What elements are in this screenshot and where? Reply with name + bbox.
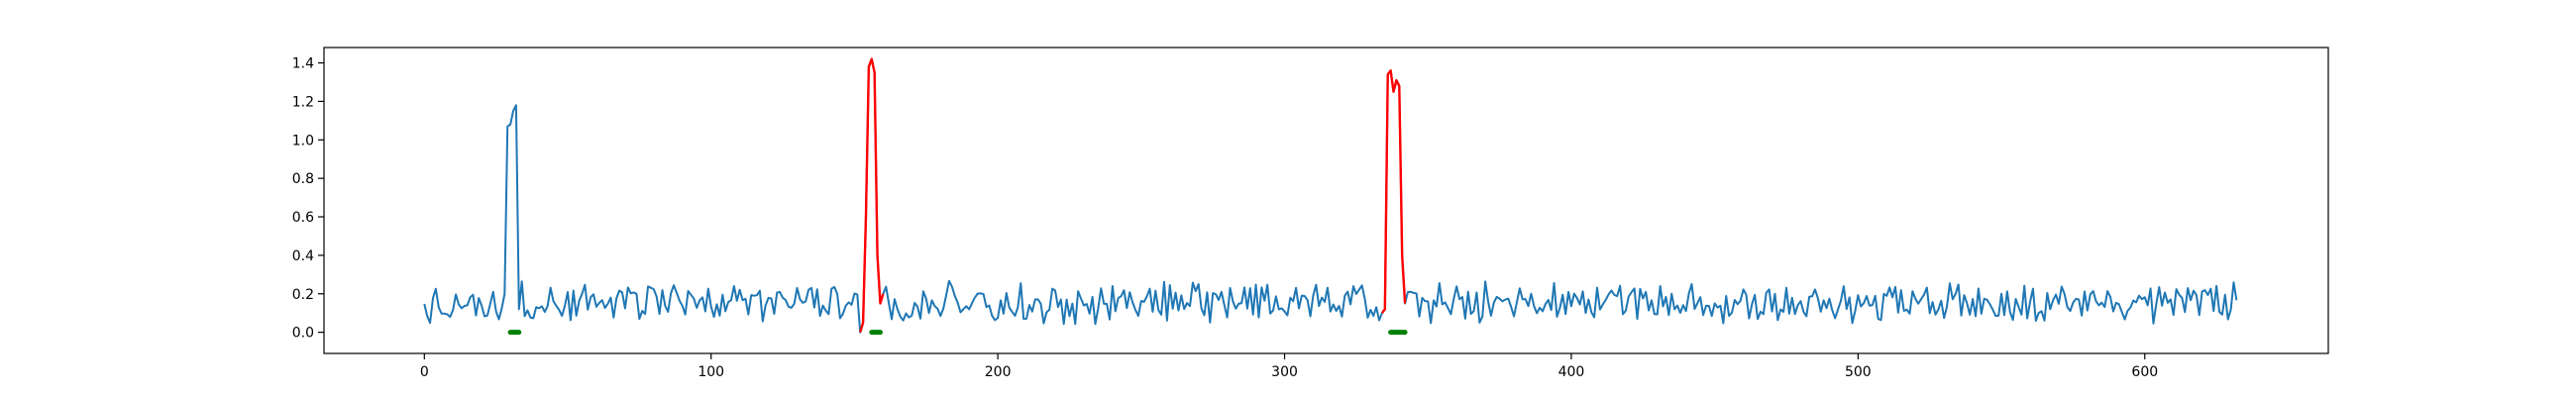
y-tick-label-0.8: 0.8 — [292, 171, 314, 187]
x-tick-label-500: 500 — [1845, 364, 1872, 380]
anomaly-detected-segment-2 — [1380, 69, 1407, 314]
y-tick-label-0: 0.0 — [292, 326, 314, 342]
y-tick-label-0.4: 0.4 — [292, 248, 314, 264]
plot-frame — [323, 47, 2329, 354]
x-tick-label-200: 200 — [985, 364, 1012, 380]
series-layer — [423, 57, 2238, 336]
x-tick-label-600: 600 — [2131, 364, 2158, 380]
y-tick-label-1.4: 1.4 — [292, 56, 314, 72]
series-line-signal — [423, 57, 2238, 334]
anomaly-detected-segment-1 — [859, 57, 885, 333]
y-tick-label-0.2: 0.2 — [292, 287, 314, 303]
y-tick-label-0.6: 0.6 — [292, 210, 314, 226]
y-tick-label-1: 1.0 — [292, 133, 314, 148]
x-tick-label-100: 100 — [698, 364, 724, 380]
y-axis: 0.0 0.2 0.4 0.6 0.8 1.0 1.2 1.4 — [292, 56, 324, 342]
x-tick-label-0: 0 — [420, 364, 429, 380]
x-tick-label-300: 300 — [1271, 364, 1298, 380]
y-tick-label-1.2: 1.2 — [292, 94, 314, 110]
x-axis: 0 100 200 300 400 500 600 — [420, 353, 2158, 380]
x-tick-label-400: 400 — [1558, 364, 1585, 380]
